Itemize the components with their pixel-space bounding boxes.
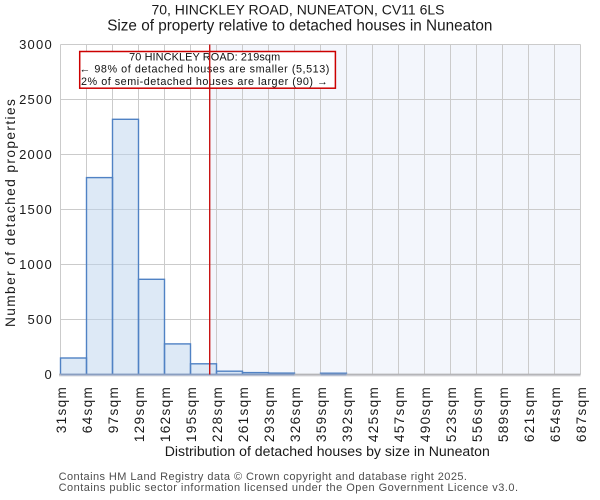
svg-text:← 98% of detached houses are s: ← 98% of detached houses are smaller (5,… [79, 64, 329, 76]
svg-text:500: 500 [28, 312, 53, 327]
svg-text:687sqm: 687sqm [574, 386, 589, 442]
svg-text:392sqm: 392sqm [340, 386, 355, 442]
svg-text:457sqm: 457sqm [392, 386, 407, 442]
svg-text:2000: 2000 [19, 147, 53, 162]
svg-text:326sqm: 326sqm [288, 386, 303, 442]
svg-text:3000: 3000 [19, 37, 53, 52]
svg-text:Distribution of detached house: Distribution of detached houses by size … [165, 443, 490, 459]
svg-text:195sqm: 195sqm [184, 386, 199, 442]
svg-text:359sqm: 359sqm [314, 386, 329, 442]
svg-text:1500: 1500 [19, 202, 53, 217]
svg-text:523sqm: 523sqm [444, 386, 459, 442]
svg-text:2500: 2500 [19, 92, 53, 107]
svg-text:129sqm: 129sqm [132, 386, 147, 442]
svg-text:589sqm: 589sqm [496, 386, 511, 442]
svg-text:31sqm: 31sqm [54, 386, 69, 433]
svg-text:Contains public sector informa: Contains public sector information licen… [59, 482, 519, 494]
svg-text:293sqm: 293sqm [262, 386, 277, 442]
svg-text:Contains HM Land Registry data: Contains HM Land Registry data © Crown c… [59, 471, 468, 483]
svg-text:1000: 1000 [19, 257, 53, 272]
svg-text:228sqm: 228sqm [210, 386, 225, 442]
svg-text:261sqm: 261sqm [236, 386, 251, 442]
svg-text:490sqm: 490sqm [418, 386, 433, 442]
svg-text:425sqm: 425sqm [366, 386, 381, 442]
svg-text:Number of detached properties: Number of detached properties [3, 98, 18, 327]
svg-text:162sqm: 162sqm [158, 386, 173, 442]
svg-text:0: 0 [45, 367, 53, 382]
svg-text:70, HINCKLEY ROAD, NUNEATON, C: 70, HINCKLEY ROAD, NUNEATON, CV11 6LS [151, 2, 444, 18]
svg-text:Size of property relative to d: Size of property relative to detached ho… [107, 18, 492, 35]
svg-text:621sqm: 621sqm [522, 386, 537, 442]
svg-text:2% of semi-detached houses are: 2% of semi-detached houses are larger (9… [81, 76, 328, 88]
svg-text:97sqm: 97sqm [106, 386, 121, 433]
svg-text:654sqm: 654sqm [548, 386, 563, 442]
svg-text:70 HINCKLEY ROAD: 219sqm: 70 HINCKLEY ROAD: 219sqm [129, 51, 280, 63]
svg-text:556sqm: 556sqm [470, 386, 485, 442]
svg-text:64sqm: 64sqm [80, 386, 95, 433]
